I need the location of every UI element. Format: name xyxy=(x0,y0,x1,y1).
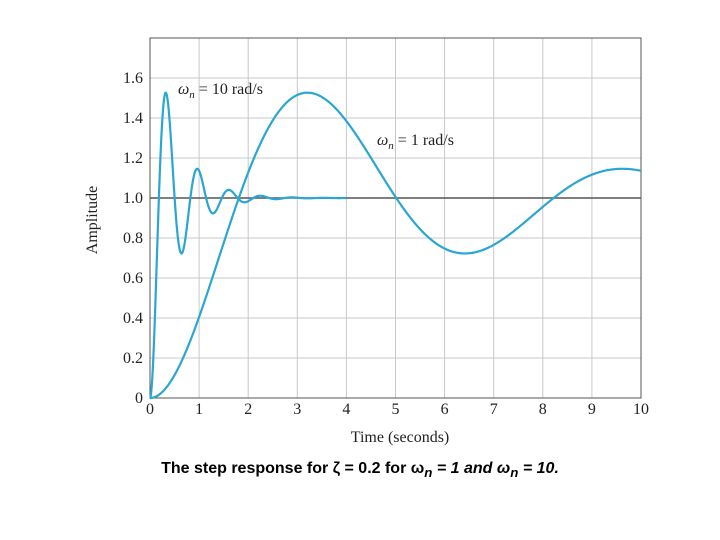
x-tick-label: 5 xyxy=(392,401,400,418)
x-tick-label: 0 xyxy=(146,401,154,418)
y-tick-label: 0.8 xyxy=(123,230,143,247)
figure-caption: The step response for ζ = 0.2 for ωn = 1… xyxy=(0,460,720,480)
series-line-wn-10 xyxy=(149,91,348,399)
annotation-wn-10-sub: n xyxy=(189,89,195,101)
y-tick-label: 1.6 xyxy=(123,70,143,87)
x-tick-label: 2 xyxy=(244,401,252,418)
y-tick-label: 1.2 xyxy=(123,150,143,167)
x-tick-label: 7 xyxy=(490,401,498,418)
y-tick-label: 0 xyxy=(135,390,143,407)
y-tick-label: 1.4 xyxy=(123,110,143,127)
series-line-wn-1 xyxy=(149,91,642,400)
x-tick-label: 4 xyxy=(342,401,350,418)
x-tick-label: 1 xyxy=(195,401,203,418)
y-axis-label: Amplitude xyxy=(84,186,101,254)
x-tick-label: 6 xyxy=(441,401,449,418)
x-tick-label: 3 xyxy=(293,401,301,418)
annotation-wn-1-rest: = 1 rad/s xyxy=(394,132,454,149)
series-lines xyxy=(149,91,642,400)
annotation-wn-1-omega: ω xyxy=(377,132,388,149)
caption-mid: = 1 and ω xyxy=(432,460,511,477)
caption-sub2: n xyxy=(510,465,519,481)
x-tick-label: 10 xyxy=(633,401,649,418)
step-response-chart: 0 0.2 0.4 0.6 0.8 1.0 1.2 1.4 1.6 0 1 2 3 4 5 6 7 8 9 10 T… xyxy=(84,37,649,446)
y-tick-label: 1.0 xyxy=(123,190,143,207)
annotation-wn-10-omega: ω xyxy=(178,81,189,98)
plot-frame xyxy=(149,37,642,399)
annotation-wn-1: ωn = 1 rad/s xyxy=(377,132,454,152)
y-tick-label: 0.2 xyxy=(123,350,143,367)
caption-sub1: n xyxy=(424,465,433,481)
y-tick-labels: 0 0.2 0.4 0.6 0.8 1.0 1.2 1.4 1.6 xyxy=(123,70,143,407)
x-tick-label: 9 xyxy=(588,401,596,418)
caption-prefix: The step response for ζ = 0.2 for ω xyxy=(161,460,425,477)
x-tick-labels: 0 1 2 3 4 5 6 7 8 9 10 xyxy=(146,401,649,418)
x-tick-label: 8 xyxy=(539,401,547,418)
annotation-wn-10-rest: = 10 rad/s xyxy=(195,81,263,98)
x-axis-label: Time (seconds) xyxy=(351,429,450,446)
annotation-wn-1-sub: n xyxy=(388,140,394,152)
annotation-wn-10: ωn = 10 rad/s xyxy=(178,81,263,101)
y-tick-label: 0.6 xyxy=(123,270,143,287)
caption-suffix: = 10. xyxy=(518,460,559,477)
y-tick-label: 0.4 xyxy=(123,310,143,327)
